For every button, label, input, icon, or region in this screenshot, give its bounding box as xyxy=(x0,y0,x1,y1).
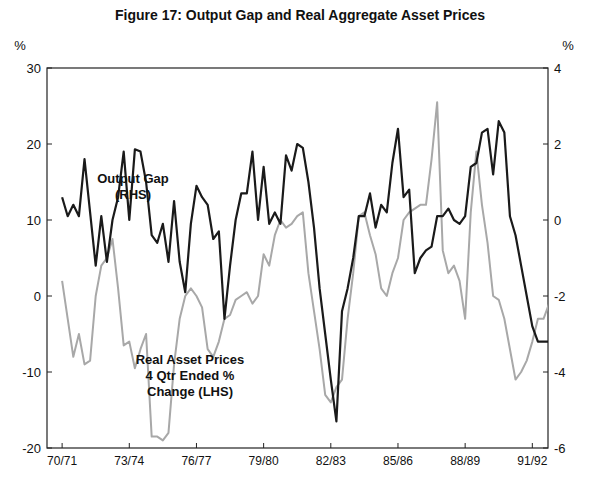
x-tick xyxy=(532,443,533,448)
x-tick xyxy=(330,443,331,448)
y-axis-label: % xyxy=(14,38,26,53)
y2-tick-label: 0 xyxy=(554,213,561,228)
series-label: Output Gap xyxy=(97,171,169,186)
annotation: Change (LHS) xyxy=(147,384,233,399)
x-tick xyxy=(465,443,466,448)
y-tick-label: 20 xyxy=(27,137,41,152)
plot-area xyxy=(62,102,548,440)
y2-tick xyxy=(543,372,548,373)
y2-tick-label: 2 xyxy=(554,137,561,152)
x-tick xyxy=(129,443,130,448)
chart-title: Figure 17: Output Gap and Real Aggregate… xyxy=(115,7,485,23)
annotation: (RHS) xyxy=(115,187,151,202)
x-tick-label: 79/80 xyxy=(249,454,279,468)
y-tick xyxy=(47,296,52,297)
y-tick xyxy=(47,372,52,373)
y-tick-label: 30 xyxy=(27,61,41,76)
y2-tick-label: -6 xyxy=(554,441,566,456)
x-tick-label: 85/86 xyxy=(383,454,413,468)
annotation: 4 Qtr Ended % xyxy=(146,368,235,383)
chart-svg: Figure 17: Output Gap and Real Aggregate… xyxy=(0,0,600,482)
plot-frame xyxy=(47,68,548,448)
y2-tick-label: -2 xyxy=(554,289,566,304)
x-tick-label: 70/71 xyxy=(47,454,77,468)
x-tick-label: 88/89 xyxy=(450,454,480,468)
x-tick-label: 91/92 xyxy=(517,454,547,468)
y-tick-label: -10 xyxy=(22,365,41,380)
y2-tick-label: -4 xyxy=(554,365,566,380)
y-tick-label: 0 xyxy=(34,289,41,304)
x-tick xyxy=(62,443,63,448)
x-tick xyxy=(397,443,398,448)
y-tick xyxy=(47,68,52,69)
y2-tick-label: 4 xyxy=(554,61,561,76)
y2-tick xyxy=(543,296,548,297)
y2-axis-label: % xyxy=(562,38,574,53)
y2-tick xyxy=(543,220,548,221)
asset-price-line xyxy=(62,102,548,440)
x-tick xyxy=(196,443,197,448)
chart-root: Figure 17: Output Gap and Real Aggregate… xyxy=(0,0,600,482)
output-gap-line xyxy=(62,121,548,421)
y2-tick xyxy=(543,448,548,449)
y2-tick xyxy=(543,68,548,69)
y2-tick xyxy=(543,144,548,145)
y-tick xyxy=(47,144,52,145)
x-tick-label: 82/83 xyxy=(316,454,346,468)
y-tick xyxy=(47,448,52,449)
x-tick-label: 76/77 xyxy=(181,454,211,468)
y-tick-label: -20 xyxy=(22,441,41,456)
y-tick-label: 10 xyxy=(27,213,41,228)
x-tick xyxy=(263,443,264,448)
x-tick-label: 73/74 xyxy=(114,454,144,468)
y-tick xyxy=(47,220,52,221)
series-label: Real Asset Prices xyxy=(136,352,245,367)
